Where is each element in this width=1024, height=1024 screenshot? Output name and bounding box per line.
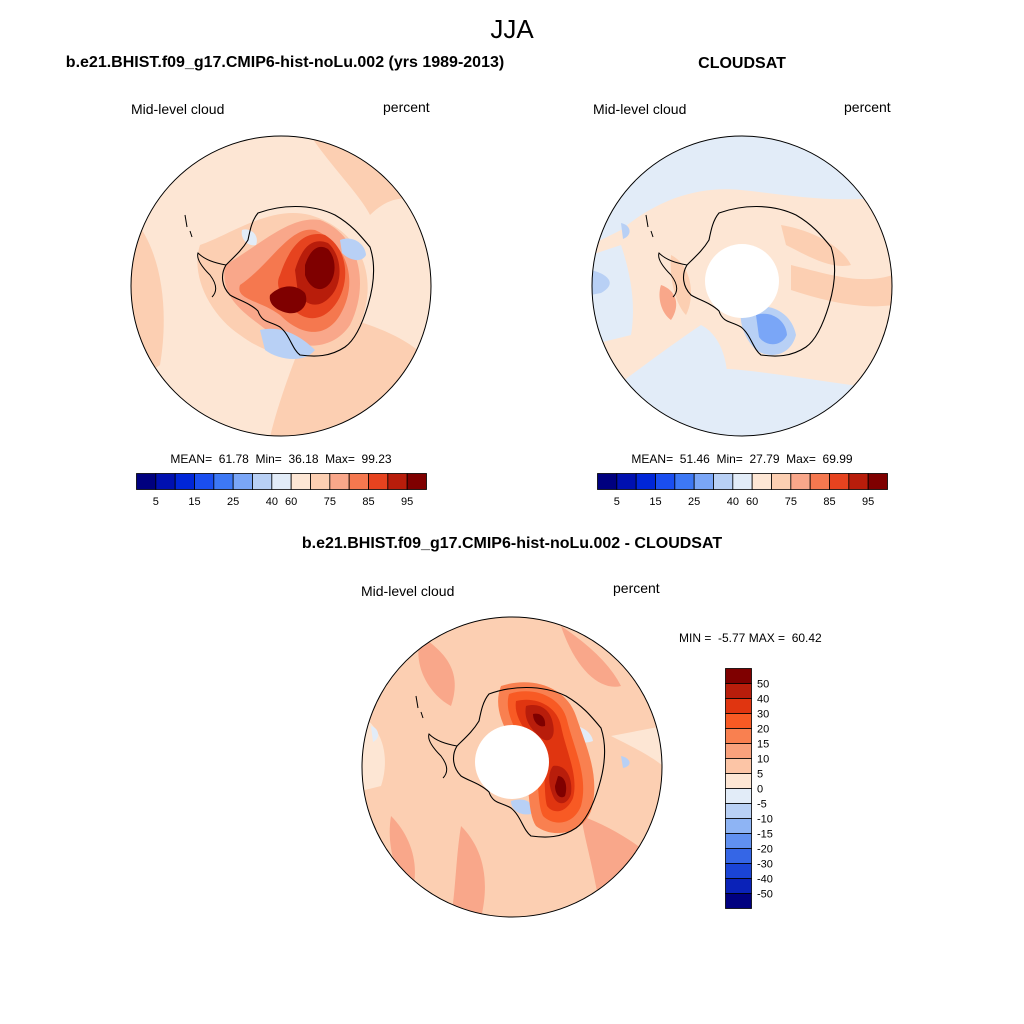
diff-colorbar-tick-label: -50: [757, 889, 773, 901]
diff-colorbar-swatch: [725, 683, 752, 699]
diff-colorbar-tick-label: 30: [757, 709, 769, 721]
diff-colorbar-tick-label: -20: [757, 844, 773, 856]
colorbar-swatch: [848, 473, 869, 490]
model-polar-map: [130, 135, 432, 437]
model-panel-title: b.e21.BHIST.f09_g17.CMIP6-hist-noLu.002 …: [65, 54, 505, 71]
colorbar-tick-label: 5: [153, 496, 159, 508]
diff-colorbar-tick-label: -30: [757, 859, 773, 871]
colorbar-swatch: [136, 473, 157, 490]
diff-colorbar-swatch: [725, 893, 752, 909]
colorbar-tick-label: 60: [746, 496, 758, 508]
colorbar-swatch: [790, 473, 811, 490]
diff-colorbar-tick-label: 40: [757, 694, 769, 706]
colorbar-swatch: [232, 473, 253, 490]
diff-stats: MIN = -5.77 MAX = 60.42: [679, 631, 822, 645]
colorbar-swatch: [693, 473, 714, 490]
diff-units-label: percent: [613, 580, 660, 596]
colorbar-swatch: [635, 473, 656, 490]
colorbar-swatch: [674, 473, 695, 490]
colorbar-swatch: [194, 473, 215, 490]
colorbar-swatch: [655, 473, 676, 490]
colorbar-tick-label: 15: [649, 496, 661, 508]
diff-colorbar-swatch: [725, 698, 752, 714]
diff-colorbar-swatch: [725, 743, 752, 759]
colorbar-tick-label: 85: [823, 496, 835, 508]
colorbar-swatch: [271, 473, 292, 490]
model-variable-label: Mid-level cloud: [131, 101, 225, 117]
diff-colorbar-tick-label: 0: [757, 784, 763, 796]
figure-title: JJA: [490, 14, 534, 44]
diff-colorbar-swatch: [725, 818, 752, 834]
diff-colorbar-tick-label: 5: [757, 769, 763, 781]
colorbar-swatch: [290, 473, 311, 490]
obs-colorbar-ticks: 5 15 25 40 60 75 85 95: [614, 496, 875, 508]
diff-colorbar-swatch: [725, 833, 752, 849]
colorbar-tick-label: 95: [401, 496, 413, 508]
diff-colorbar-swatch: [725, 728, 752, 744]
diff-colorbar-tick-label: 10: [757, 754, 769, 766]
diff-panel-title: b.e21.BHIST.f09_g17.CMIP6-hist-noLu.002 …: [301, 535, 723, 552]
colorbar-swatch: [155, 473, 176, 490]
colorbar-swatch: [771, 473, 792, 490]
colorbar-tick-label: 25: [227, 496, 239, 508]
diff-colorbar-swatch: [725, 713, 752, 729]
obs-variable-label: Mid-level cloud: [593, 101, 687, 117]
colorbar-tick-label: 5: [614, 496, 620, 508]
colorbar-tick-label: 60: [285, 496, 297, 508]
diff-variable-label: Mid-level cloud: [361, 583, 455, 599]
diff-colorbar-swatch: [725, 803, 752, 819]
colorbar-swatch: [751, 473, 772, 490]
diff-colorbar-swatch: [725, 863, 752, 879]
colorbar-tick-label: 75: [785, 496, 797, 508]
model-stats: MEAN= 61.78 Min= 36.18 Max= 99.23: [170, 452, 392, 466]
diff-colorbar-tick-label: 15: [757, 739, 769, 751]
obs-stats: MEAN= 51.46 Min= 27.79 Max= 69.99: [631, 452, 853, 466]
diff-polar-map: [361, 616, 663, 918]
diff-colorbar-tick-label: -5: [757, 799, 767, 811]
diff-colorbar-swatch: [725, 668, 752, 684]
colorbar-swatch: [310, 473, 331, 490]
colorbar-swatch: [174, 473, 195, 490]
colorbar-tick-label: 25: [688, 496, 700, 508]
colorbar-tick-label: 85: [362, 496, 374, 508]
colorbar-swatch: [213, 473, 234, 490]
colorbar-tick-label: 15: [188, 496, 200, 508]
colorbar-swatch: [406, 473, 427, 490]
colorbar-swatch: [732, 473, 753, 490]
colorbar-swatch: [329, 473, 350, 490]
diff-colorbar-swatch: [725, 878, 752, 894]
colorbar-tick-label: 40: [266, 496, 278, 508]
diff-colorbar-swatch: [725, 758, 752, 774]
colorbar-swatch: [616, 473, 637, 490]
obs-polar-map: [591, 135, 893, 437]
model-units-label: percent: [383, 99, 430, 115]
colorbar-tick-label: 75: [324, 496, 336, 508]
model-colorbar: [136, 473, 427, 490]
model-colorbar-ticks: 5 15 25 40 60 75 85 95: [153, 496, 414, 508]
diff-colorbar-swatch: [725, 788, 752, 804]
colorbar-swatch: [252, 473, 273, 490]
colorbar-swatch: [348, 473, 369, 490]
colorbar-swatch: [368, 473, 389, 490]
obs-units-label: percent: [844, 99, 891, 115]
colorbar-swatch: [829, 473, 850, 490]
colorbar-tick-label: 95: [862, 496, 874, 508]
colorbar-swatch: [597, 473, 618, 490]
diff-colorbar-tick-label: 50: [757, 679, 769, 691]
colorbar-swatch: [867, 473, 888, 490]
diff-colorbar-swatch: [725, 848, 752, 864]
colorbar-swatch: [809, 473, 830, 490]
obs-panel-title: CLOUDSAT: [698, 55, 786, 72]
diff-colorbar-swatch: [725, 773, 752, 789]
colorbar-tick-label: 40: [727, 496, 739, 508]
colorbar-swatch: [713, 473, 734, 490]
diff-colorbar-tick-label: -15: [757, 829, 773, 841]
diff-colorbar-tick-label: 20: [757, 724, 769, 736]
diff-colorbar-tick-label: -40: [757, 874, 773, 886]
obs-colorbar: [597, 473, 888, 490]
colorbar-swatch: [387, 473, 408, 490]
diff-colorbar-tick-label: -10: [757, 814, 773, 826]
